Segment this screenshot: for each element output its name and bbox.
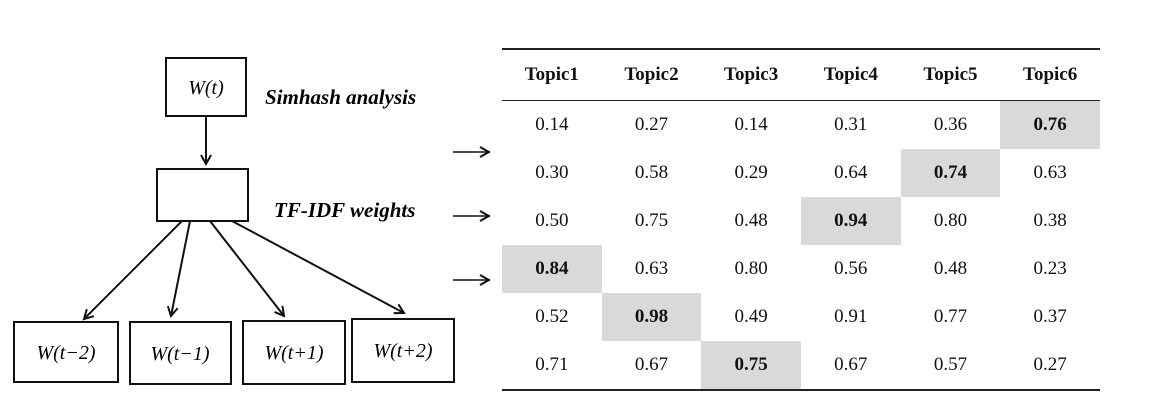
table-cell: 0.14 <box>734 114 768 135</box>
table-cell: 0.37 <box>1033 306 1067 327</box>
table-cell: 0.48 <box>734 210 768 231</box>
table-cell: 0.27 <box>1000 341 1100 391</box>
table-cell: 0.50 <box>535 210 569 231</box>
table-cell: 0.27 <box>634 114 669 135</box>
table-cell: 0.29 <box>734 162 768 183</box>
table-cell: 0.67 <box>800 341 901 391</box>
annotation-simhash: Simhash analysis <box>265 85 416 109</box>
column-header: Topic1 <box>502 48 602 101</box>
bottom-box-3-label: W(t+1) <box>264 342 323 364</box>
column-header: Topic5 <box>900 48 1001 101</box>
hierarchy-diagram: W(t) W(t−2) W(t−1) W(t+1) W(t+2) Simhash… <box>13 57 500 385</box>
table-cell: 0.36 <box>933 114 968 135</box>
table-cell: 0.49 <box>734 306 768 327</box>
top-box <box>165 57 247 117</box>
table-row: 0.30 0.58 0.29 0.64 0.74 0.63 <box>502 149 1100 197</box>
table-cell: 0.80 <box>734 258 768 279</box>
bottom-box-1 <box>13 321 119 383</box>
table-cell: 0.75 <box>634 210 669 231</box>
table-cell: 0.80 <box>933 210 968 231</box>
bottom-box-4-label: W(t+2) <box>373 340 432 362</box>
table-row: 0.50 0.75 0.48 0.94 0.80 0.38 <box>502 197 1100 245</box>
table-cell: 0.48 <box>933 258 968 279</box>
table-cell: 0.52 <box>535 306 569 327</box>
bottom-box-2-label: W(t−1) <box>150 343 209 365</box>
table-cell: 0.14 <box>535 114 569 135</box>
arrow-to-box-3 <box>209 220 284 316</box>
table-cell: 0.63 <box>1033 162 1067 183</box>
table-cell-highlighted: 0.76 <box>1000 100 1100 149</box>
table-cell: 0.57 <box>900 341 1001 391</box>
column-header: Topic3 <box>701 48 801 101</box>
table-cell: 0.91 <box>834 306 868 327</box>
bottom-box-4 <box>351 318 455 383</box>
table-row: 0.71 0.67 0.75 0.67 0.57 0.27 <box>502 341 1100 391</box>
table-cell-highlighted: 0.74 <box>900 149 1001 197</box>
table-cell: 0.77 <box>933 306 968 327</box>
table-cell: 0.67 <box>601 341 702 391</box>
table-row: 0.14 0.27 0.14 0.31 0.36 0.76 <box>502 100 1100 149</box>
bottom-box-3 <box>242 320 346 385</box>
table-cell: 0.58 <box>634 162 669 183</box>
table-cell-highlighted: 0.94 <box>800 197 901 245</box>
table-cell: 0.30 <box>535 162 569 183</box>
table-header-row: Topic1 Topic2 Topic3 Topic4 Topic5 Topic… <box>502 48 1100 101</box>
middle-box <box>156 168 249 222</box>
table-cell: 0.23 <box>1033 258 1067 279</box>
table-cell-highlighted: 0.84 <box>502 245 602 293</box>
table-cell-highlighted: 0.75 <box>701 341 801 391</box>
arrow-to-box-4 <box>231 220 404 313</box>
table-cell: 0.56 <box>834 258 868 279</box>
topic-weights-table: Topic1 Topic2 Topic3 Topic4 Topic5 Topic… <box>502 48 1100 391</box>
column-header: Topic2 <box>601 48 702 101</box>
bottom-box-1-label: W(t−2) <box>36 342 95 364</box>
arrow-to-box-2 <box>171 220 191 316</box>
table-cell: 0.31 <box>834 114 868 135</box>
table-cell-highlighted: 0.98 <box>601 293 702 341</box>
table-cell: 0.38 <box>1033 210 1067 231</box>
table-row: 0.52 0.98 0.49 0.91 0.77 0.37 <box>502 293 1100 341</box>
table-cell: 0.64 <box>834 162 868 183</box>
annotation-tfidf: TF-IDF weights <box>274 198 415 222</box>
top-box-label: W(t) <box>188 77 224 99</box>
table-cell: 0.71 <box>502 341 602 391</box>
column-header: Topic6 <box>1000 48 1100 101</box>
column-header: Topic4 <box>800 48 901 101</box>
arrow-to-box-1 <box>84 220 183 319</box>
table-cell: 0.63 <box>634 258 669 279</box>
bottom-box-2 <box>129 321 232 385</box>
table-row: 0.84 0.63 0.80 0.56 0.48 0.23 <box>502 245 1100 293</box>
